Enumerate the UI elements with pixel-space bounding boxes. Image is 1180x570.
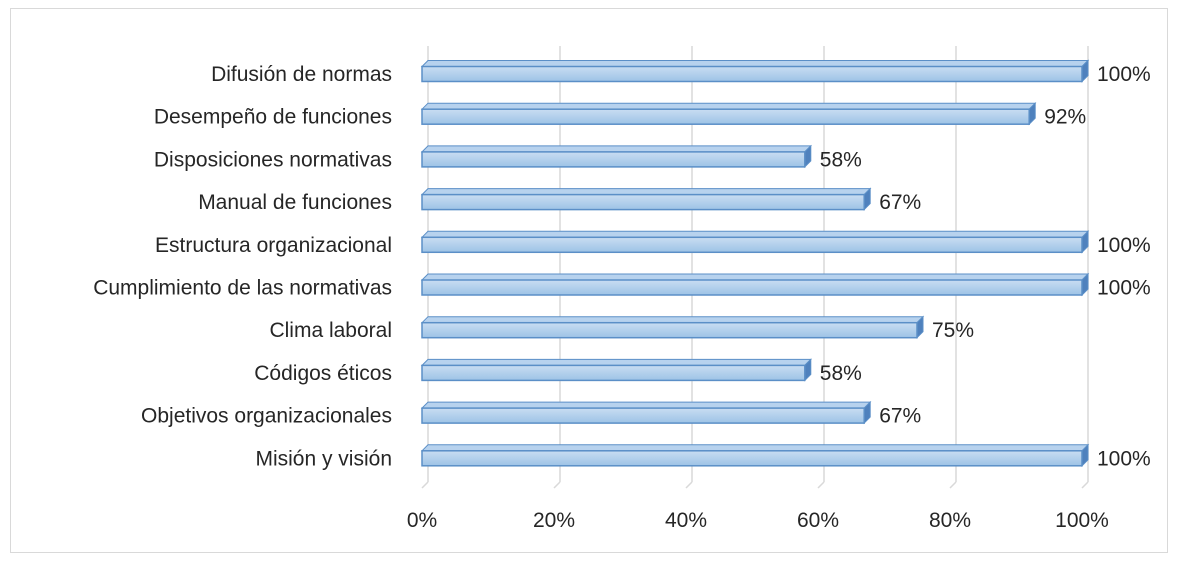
gridline-floor — [553, 481, 561, 489]
x-tick-label: 20% — [533, 509, 575, 532]
category-label: Estructura organizacional — [155, 234, 392, 257]
category-label: Cumplimiento de las normativas — [93, 277, 392, 300]
data-label: 100% — [1097, 447, 1151, 470]
bar — [420, 272, 1090, 297]
bar — [420, 101, 1037, 126]
category-label: Manual de funciones — [198, 191, 392, 214]
bar — [420, 443, 1090, 468]
gridline-floor — [817, 481, 825, 489]
gridline-floor — [421, 481, 429, 489]
bar — [420, 187, 872, 211]
data-label: 58% — [820, 148, 862, 171]
labels: 0% 20% 40% 60% 80% 100% Difusión de normas 100%… — [93, 63, 1151, 532]
gridline-floor — [949, 481, 957, 489]
data-label: 100% — [1097, 277, 1151, 300]
data-label: 58% — [820, 362, 862, 385]
data-label: 100% — [1097, 63, 1151, 86]
category-label: Desempeño de funciones — [154, 106, 392, 129]
category-label: Clima laboral — [269, 319, 392, 342]
bar — [420, 400, 872, 425]
bar — [420, 315, 925, 339]
x-tick-label: 0% — [407, 509, 437, 532]
category-label: Difusión de normas — [211, 63, 392, 86]
category-label: Códigos éticos — [254, 362, 392, 385]
category-label: Objetivos organizacionales — [141, 405, 392, 428]
x-tick-label: 40% — [665, 509, 707, 532]
category-label: Disposiciones normativas — [154, 148, 392, 171]
bar — [420, 59, 1090, 83]
bars — [420, 59, 1090, 468]
x-tick-label: 100% — [1055, 509, 1109, 532]
gridline-floor — [1081, 481, 1089, 489]
x-tick-label: 80% — [929, 509, 971, 532]
x-tick-label: 60% — [797, 509, 839, 532]
gridline-floor — [685, 481, 693, 489]
bar — [420, 358, 813, 382]
category-label: Misión y visión — [255, 447, 392, 470]
data-label: 92% — [1044, 106, 1086, 129]
data-label: 100% — [1097, 234, 1151, 257]
data-label: 67% — [879, 191, 921, 214]
data-label: 75% — [932, 319, 974, 342]
bar — [420, 230, 1090, 254]
data-label: 67% — [879, 405, 921, 428]
bar — [420, 144, 813, 169]
